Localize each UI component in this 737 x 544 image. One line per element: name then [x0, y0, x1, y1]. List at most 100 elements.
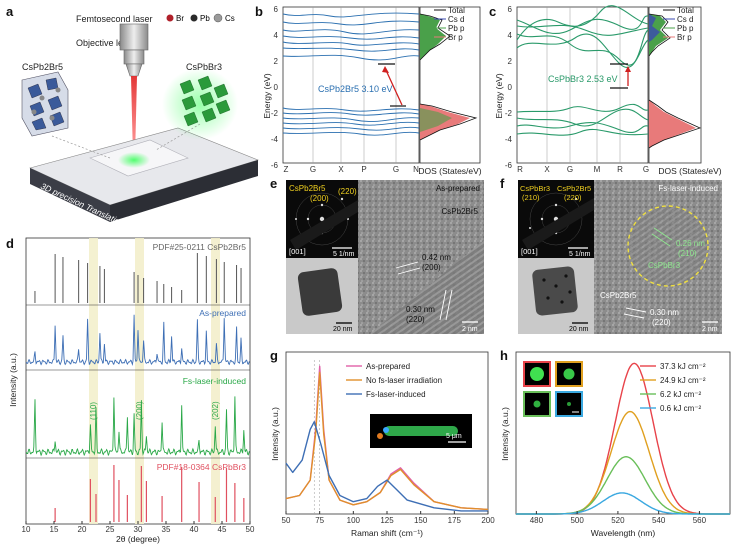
svg-text:N: N	[413, 165, 419, 174]
g-legend-item-2: Fs-laser-induced	[366, 390, 426, 399]
d-ref-cspbbr3	[54, 465, 245, 522]
svg-text:G: G	[393, 165, 399, 174]
panel-c: c Energy (eV) 64 20 -2-4 -6 CsPbBr3	[489, 4, 722, 176]
g-inset-scale: 5 μm	[446, 433, 462, 440]
b-band-frame	[282, 6, 420, 164]
g-series	[285, 365, 489, 512]
e-phase: CsPb2Br5	[442, 207, 479, 216]
c-dos-frame	[648, 6, 702, 164]
svg-text:-4: -4	[271, 135, 279, 144]
c-ylabel: Energy (eV)	[494, 73, 504, 119]
f-saed-phase2: CsPb2Br5	[557, 184, 591, 193]
pb-atom-icon	[190, 14, 198, 22]
svg-text:-4: -4	[505, 135, 513, 144]
b-dos-label: DOS (States/eV)	[418, 166, 481, 176]
b-legend: Total Cs d Pb p Br p	[434, 6, 465, 42]
e-p1: (200)	[422, 263, 441, 272]
b-kpoint-lines	[312, 7, 397, 163]
h-series-line-1	[516, 410, 730, 515]
svg-text:Br p: Br p	[448, 33, 463, 42]
g-xticks: 50 75 100 125 150 175 200	[282, 511, 495, 525]
h-xtick-label: 540	[652, 516, 666, 525]
h-spot-37	[530, 367, 544, 381]
e-saed-plane1: (200)	[310, 194, 329, 203]
svg-text:Cs d: Cs d	[677, 15, 693, 24]
panel-d: d PDF#25-0211 CsPb2Br5 As-prepared Fs-la…	[6, 236, 255, 544]
svg-text:G: G	[643, 165, 649, 174]
svg-text:6: 6	[508, 5, 513, 14]
svg-text:4: 4	[508, 31, 513, 40]
h-series	[516, 362, 730, 515]
panel-e: e CsPb2Br5 (200) (220) [001] 5 1/nm 20 n…	[270, 176, 484, 334]
h-legend-item-1: 24.9 kJ cm⁻²	[660, 376, 706, 385]
e-saed-plane2: (220)	[338, 187, 357, 196]
f-d1: 0.26 nm	[676, 239, 705, 248]
g-legend-item-1: No fs-laser irradiation	[366, 376, 442, 385]
svg-text:Cs d: Cs d	[448, 15, 464, 24]
left-crystal-label: CsPb2Br5	[22, 62, 63, 72]
b-dos	[419, 13, 478, 141]
b-ylabel: Energy (eV)	[262, 73, 272, 119]
d-xtick-label: 10	[22, 525, 31, 534]
d-ref-top-label: PDF#25-0211 CsPb2Br5	[153, 242, 247, 252]
translation-stage: 3D precision Translation Stage	[29, 127, 259, 239]
f-p1: (210)	[678, 249, 697, 258]
laser-beam	[131, 76, 137, 158]
c-band-frame	[516, 6, 649, 164]
g-legend: As-prepared No fs-laser irradiation Fs-l…	[346, 362, 442, 399]
panel-label-d: d	[6, 236, 14, 251]
e-zone-axis: [001]	[289, 247, 306, 256]
svg-text:6: 6	[274, 5, 279, 14]
f-spacing-markers-1	[651, 227, 673, 247]
c-kpoint-labels: R X G M R G	[517, 165, 649, 174]
svg-text:0: 0	[274, 83, 279, 92]
g-series-line-1	[285, 371, 489, 511]
panel-g: g 50 75 100 125 150 175 200 Raman shift (cm⁻¹)…	[270, 348, 495, 538]
svg-text:Pb p: Pb p	[448, 24, 465, 33]
c-legend: Total Cs d Pb p Br p	[663, 6, 694, 42]
e-saed-phase: CsPb2Br5	[289, 184, 326, 193]
d-peak-110: (110)	[89, 402, 98, 420]
e-lattice-region	[370, 240, 484, 334]
h-legend: 37.3 kJ cm⁻² 24.9 kJ cm⁻² 6.2 kJ cm⁻² 0.…	[640, 362, 706, 413]
e-d1: 0.42 nm	[422, 253, 451, 262]
c-gap-label: CsPbBr3 2.53 eV	[548, 74, 618, 84]
d-ref-bottom-label: PDF#18-0364 CsPbBr3	[157, 462, 247, 472]
c-dos	[648, 13, 702, 149]
panel-label-b: b	[255, 4, 263, 19]
svg-text:Br p: Br p	[677, 33, 692, 42]
legend-br: Br	[176, 14, 184, 23]
right-crystal-label: CsPbBr3	[186, 62, 222, 72]
panel-label-a: a	[6, 4, 14, 19]
g-ylabel: Intensity (a.u.)	[270, 407, 280, 461]
f-tag: Fs-laser-induced	[658, 184, 718, 193]
panel-label-g: g	[270, 348, 278, 363]
b-transition-arrow	[384, 67, 403, 106]
svg-text:R: R	[617, 165, 623, 174]
svg-text:2: 2	[508, 57, 513, 66]
e-p2: (220)	[406, 315, 425, 324]
g-inset-blue-spot	[383, 427, 389, 433]
f-domain-outline	[627, 205, 709, 287]
g-xtick-label: 75	[315, 516, 324, 525]
g-xtick-label: 100	[347, 516, 361, 525]
g-xtick-label: 50	[282, 516, 291, 525]
h-xtick-label: 480	[530, 516, 544, 525]
h-inset-6	[523, 391, 551, 417]
b-bands	[282, 12, 420, 136]
h-xlabel: Wavelength (nm)	[591, 528, 656, 538]
h-series-line-2	[516, 455, 730, 515]
d-trace1-label: As-prepared	[199, 308, 246, 318]
f-low-scale: 20 nm	[569, 326, 589, 333]
atom-legend: Br Pb Cs	[166, 13, 235, 23]
h-legend-item-3: 0.6 kJ cm⁻²	[660, 404, 701, 413]
d-xtick-label: 45	[218, 525, 227, 534]
h-spot-6	[533, 400, 541, 408]
d-xtick-label: 15	[50, 525, 59, 534]
f-saed-scale: 5 1/nm	[569, 251, 591, 258]
f-hr-scale: 2 nm	[702, 326, 718, 333]
e-saed-scale: 5 1/nm	[333, 251, 355, 258]
d-xlabel: 2θ (degree)	[116, 534, 160, 544]
e-d2: 0.30 nm	[406, 305, 435, 314]
f-d2: 0.30 nm	[650, 308, 679, 317]
